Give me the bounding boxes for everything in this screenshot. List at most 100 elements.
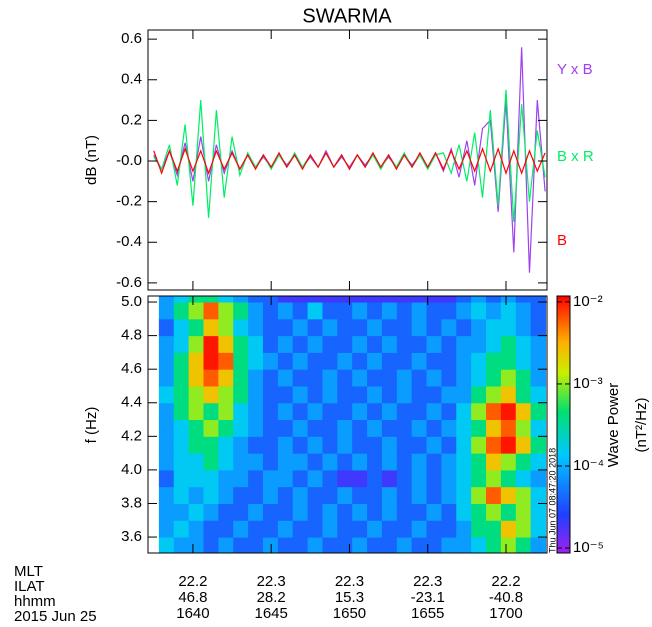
heatmap-cell xyxy=(277,503,294,521)
y-tick-label: -0.0 xyxy=(116,152,142,169)
heatmap-cell xyxy=(233,520,249,538)
heatmap-cell xyxy=(307,335,323,353)
heatmap-cell xyxy=(158,335,175,353)
heatmap-cell xyxy=(262,296,279,303)
heatmap-cell xyxy=(188,486,204,504)
heatmap-cell xyxy=(337,352,353,370)
heatmap-cell xyxy=(426,302,442,320)
heatmap-cell xyxy=(367,318,383,337)
heatmap-cell xyxy=(471,335,487,353)
heatmap-cell xyxy=(188,436,204,454)
date-label: 2015 Jun 25 xyxy=(14,608,97,625)
heatmap-cell xyxy=(367,402,383,421)
heatmap-cell xyxy=(352,402,368,421)
heatmap-cell xyxy=(486,520,502,538)
heatmap-cell xyxy=(486,318,502,337)
heatmap-cell xyxy=(396,318,413,337)
heatmap-cell xyxy=(426,318,442,337)
heatmap-cell xyxy=(233,385,249,404)
heatmap-cell xyxy=(426,486,442,504)
heatmap-cell xyxy=(262,385,279,404)
colorbar-label: Wave Power xyxy=(605,383,622,467)
heatmap-cell xyxy=(530,302,547,320)
heatmap-cell xyxy=(500,453,517,471)
heatmap-cell xyxy=(218,469,234,488)
heatmap-cell xyxy=(367,352,383,370)
heatmap-cell xyxy=(515,537,532,553)
heatmap-cell xyxy=(441,352,457,370)
heatmap-cell xyxy=(456,503,472,521)
heatmap-cell xyxy=(158,402,175,421)
y-tick-label: 4.6 xyxy=(121,360,142,377)
heatmap-cell xyxy=(486,369,502,387)
heatmap-cell xyxy=(500,302,517,320)
row-label: ILAT xyxy=(14,578,45,595)
heatmap-cell xyxy=(337,453,353,471)
heatmap-cell xyxy=(248,520,264,538)
plot-area xyxy=(158,296,547,553)
heatmap-cell xyxy=(352,385,368,404)
heatmap-cell xyxy=(277,296,294,303)
heatmap-cell xyxy=(233,419,249,437)
heatmap-cell xyxy=(307,436,323,454)
heatmap-cell xyxy=(173,369,190,387)
heatmap-cell xyxy=(456,302,472,320)
heatmap-cell xyxy=(396,385,413,404)
heatmap-cell xyxy=(337,385,353,404)
heatmap-cell xyxy=(322,296,338,303)
heatmap-cell xyxy=(471,436,487,454)
heatmap-cell xyxy=(218,436,234,454)
heatmap-cell xyxy=(456,469,472,488)
heatmap-cell xyxy=(188,302,204,320)
heatmap-cell xyxy=(441,453,457,471)
heatmap-cell xyxy=(322,402,338,421)
heatmap-cell xyxy=(248,436,264,454)
heatmap-cell xyxy=(396,335,413,353)
heatmap-cell xyxy=(322,453,338,471)
colorbar-frame xyxy=(556,295,571,554)
x-tick-label: 1655 xyxy=(411,605,444,622)
heatmap-cell xyxy=(456,537,472,553)
heatmap-cell xyxy=(337,296,353,303)
heatmap-cell xyxy=(352,453,368,471)
heatmap-cell xyxy=(233,453,249,471)
heatmap-cell xyxy=(426,296,442,303)
heatmap-cell xyxy=(471,369,487,387)
heatmap-cell xyxy=(248,486,264,504)
heatmap-cell xyxy=(500,402,517,421)
heatmap-cell xyxy=(515,369,532,387)
heatmap-cell xyxy=(218,302,234,320)
heatmap-cell xyxy=(173,385,190,404)
heatmap-cell xyxy=(277,385,294,404)
y-tick-label: 4.0 xyxy=(121,461,142,478)
heatmap-cell xyxy=(500,503,517,521)
heatmap-cell xyxy=(292,402,309,421)
heatmap-cell xyxy=(307,302,323,320)
y-axis-label: dB (nT) xyxy=(83,135,100,185)
heatmap-cell xyxy=(411,335,428,353)
heatmap-cell xyxy=(396,402,413,421)
heatmap-cell xyxy=(500,352,517,370)
heatmap-cell xyxy=(277,486,294,504)
heatmap-cell xyxy=(396,436,413,454)
heatmap-cell xyxy=(381,453,398,471)
heatmap-cell xyxy=(486,296,502,303)
heatmap-cell xyxy=(173,296,190,303)
heatmap-cell xyxy=(426,335,442,353)
heatmap-cell xyxy=(441,419,457,437)
heatmap-cell xyxy=(173,537,190,553)
heatmap-cell xyxy=(277,469,294,488)
heatmap-cell xyxy=(515,352,532,370)
colorbar-tick-label: 10⁻² xyxy=(573,293,603,310)
heatmap-cell xyxy=(530,335,547,353)
heatmap-cell xyxy=(203,352,219,370)
heatmap-cell xyxy=(158,453,175,471)
heatmap-cell xyxy=(367,453,383,471)
heatmap-cell xyxy=(396,352,413,370)
x-tick-label: 1640 xyxy=(176,605,209,622)
heatmap-cell xyxy=(441,402,457,421)
row-value: 22.3 xyxy=(413,573,442,590)
heatmap-cell xyxy=(248,402,264,421)
heatmap-cell xyxy=(486,537,502,553)
heatmap-cell xyxy=(367,436,383,454)
